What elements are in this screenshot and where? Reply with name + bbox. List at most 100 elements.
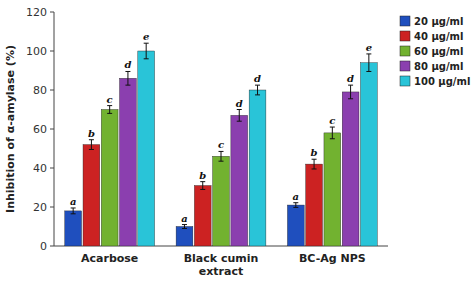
bar [342,92,359,246]
bar [194,186,211,246]
legend-swatch [400,31,410,41]
error-cap [182,224,187,225]
error-cap [89,139,94,140]
error-cap [330,127,335,128]
legend: 20 μg/ml40 μg/ml60 μg/ml80 μg/ml100 μg/m… [400,16,470,87]
y-tick [50,246,54,247]
error-cap [125,85,130,86]
bar [138,51,155,246]
y-axis-label: Inhibition of α-amylase (%) [4,45,17,213]
error-cap [312,168,317,169]
error-cap [200,189,205,190]
error-bar [293,203,298,208]
error-cap [255,94,260,95]
error-bar [125,71,130,85]
legend-swatch [400,46,410,56]
y-tick [50,168,54,169]
bar [101,110,118,247]
letter-label: d [236,98,243,109]
error-line [295,203,296,208]
legend-swatch [400,61,410,71]
error-cap [312,159,317,160]
bar [83,145,100,246]
error-cap [107,105,112,106]
x-tick-label-line: extract [199,265,243,278]
error-cap [200,181,205,182]
bar [65,211,82,246]
letter-label: c [218,139,224,150]
y-tick-label: 100 [26,45,47,58]
error-line [184,225,185,229]
legend-label: 100 μg/ml [414,76,470,87]
error-cap [348,98,353,99]
letter-label: d [254,73,261,84]
y-tick-label: 0 [40,240,47,253]
y-tick [50,129,54,130]
bar [249,90,266,246]
error-cap [182,228,187,229]
error-cap [219,151,224,152]
letter-label: e [143,31,149,42]
error-bar [348,85,353,99]
letter-label: e [366,42,372,53]
error-bar [366,54,371,72]
x-tick-label: Black cuminextract [184,252,259,278]
error-bar [71,208,76,214]
error-cap [255,85,260,86]
error-bar [330,127,335,139]
series [101,106,340,246]
error-line [368,54,369,72]
y-tick-label: 60 [33,123,47,136]
error-cap [125,71,130,72]
error-line [127,71,128,85]
error-line [91,140,92,150]
legend-swatch [400,76,410,86]
letter-label: a [293,191,299,202]
legend-label: 80 μg/ml [414,61,463,72]
x-tick-label-line: Black cumin [184,252,259,265]
letter-label: b [88,128,95,139]
x-tick-label: BC-Ag NPS [299,252,366,265]
letter-label: d [347,73,354,84]
error-line [239,110,240,122]
letter-label: a [70,196,76,207]
y-tick-label: 20 [33,201,47,214]
series [83,140,322,246]
error-line [109,106,110,114]
error-bar [200,182,205,190]
annotations: aaabbbcccdddede [70,31,372,223]
error-line [257,85,258,95]
plot-area [65,43,377,246]
y-tick [50,51,54,52]
letter-label: d [124,59,131,70]
y-tick-label: 40 [33,162,47,175]
error-cap [237,121,242,122]
error-cap [366,53,371,54]
legend-label: 20 μg/ml [414,16,463,27]
letter-label: c [329,115,335,126]
letter-label: a [181,213,187,224]
x-tick-label-line: BC-Ag NPS [299,252,366,265]
chart: 020406080100120Inhibition of α-amylase (… [0,0,474,286]
y-tick [50,12,54,13]
bar [324,133,341,246]
y-axis: 020406080100120 [26,6,388,253]
error-cap [71,213,76,214]
letter-label: b [199,170,206,181]
error-cap [293,202,298,203]
error-bar [312,159,317,169]
error-cap [237,109,242,110]
error-line [332,127,333,139]
bar [287,205,304,246]
error-bar [237,110,242,122]
error-cap [144,58,149,59]
bar [213,156,230,246]
series [65,203,304,246]
bar [306,164,323,246]
y-tick-label: 80 [33,84,47,97]
error-line [350,85,351,99]
bar [120,78,137,246]
error-bar [219,151,224,161]
bar [176,227,193,247]
legend-label: 40 μg/ml [414,31,463,42]
